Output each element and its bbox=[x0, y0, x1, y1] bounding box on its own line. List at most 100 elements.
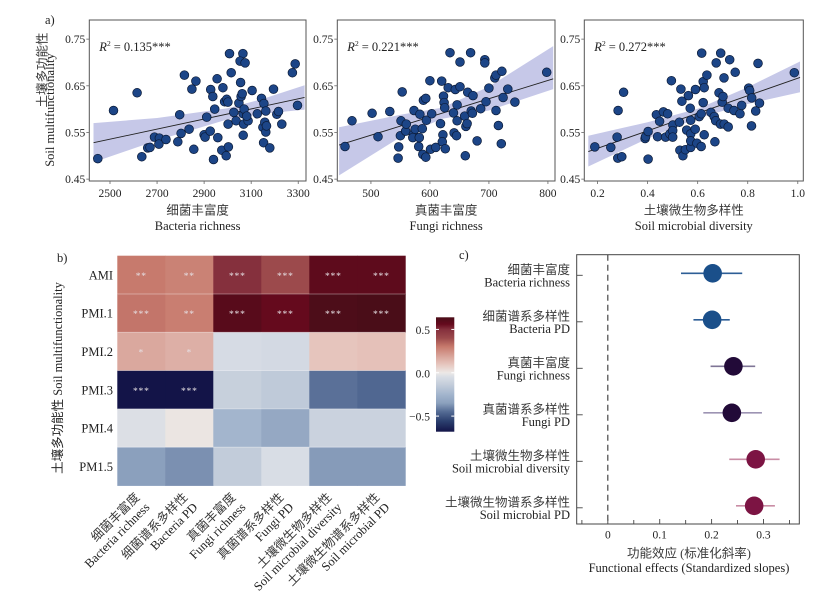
data-point bbox=[373, 131, 383, 142]
data-point bbox=[235, 77, 246, 88]
y-tick-label: 0.55 bbox=[560, 127, 580, 139]
effect-point bbox=[702, 310, 722, 330]
data-point bbox=[425, 75, 435, 86]
data-point bbox=[696, 141, 706, 152]
r-exponent: 2 bbox=[107, 39, 111, 48]
data-point bbox=[510, 97, 520, 107]
significance-label: *** bbox=[133, 310, 150, 320]
data-point bbox=[468, 90, 478, 101]
heatmap-cell bbox=[213, 447, 262, 486]
data-point bbox=[184, 124, 194, 134]
y-tick-label: 0.75 bbox=[560, 34, 580, 46]
heatmap-cell bbox=[357, 294, 406, 333]
significance-label: *** bbox=[229, 310, 246, 320]
data-point bbox=[662, 109, 673, 119]
x-axis-label: Fungi richness bbox=[410, 219, 483, 233]
data-point bbox=[201, 112, 212, 122]
heatmap-cell bbox=[309, 408, 358, 448]
data-point bbox=[221, 151, 231, 161]
panel-label-a: a) bbox=[45, 13, 55, 27]
data-point bbox=[401, 119, 412, 129]
heatmap-cell bbox=[165, 447, 214, 486]
data-point bbox=[698, 97, 708, 108]
data-point bbox=[421, 93, 431, 104]
data-point bbox=[696, 48, 707, 58]
data-point bbox=[209, 104, 220, 114]
data-point bbox=[736, 100, 747, 111]
y-axis-label: Soil multifunctionality bbox=[43, 52, 57, 166]
scatter-plot-bacteria-richness: 0.45 0.55 0.65 0.75 2500 2700 2900 3100 3300 细菌丰富… bbox=[65, 19, 310, 233]
heatmap-cell bbox=[309, 255, 358, 295]
plot-area bbox=[588, 48, 801, 167]
data-point bbox=[503, 84, 513, 94]
data-point bbox=[436, 76, 447, 86]
heatmap-cell bbox=[213, 408, 262, 448]
data-point bbox=[789, 67, 800, 78]
data-point bbox=[497, 66, 507, 77]
data-point bbox=[435, 118, 446, 129]
data-point bbox=[414, 132, 425, 143]
y-tick-label: 0.45 bbox=[65, 174, 85, 186]
row-label: PMI.3 bbox=[81, 383, 113, 397]
heatmap-cell bbox=[117, 447, 166, 486]
heatmap-cell bbox=[165, 408, 214, 448]
data-point bbox=[730, 67, 740, 78]
x-tick-label: 0.2 bbox=[704, 530, 719, 542]
data-point bbox=[711, 58, 721, 68]
x-axis-label-cn: 真菌丰富度 bbox=[415, 203, 478, 218]
row-label-cn: 土壤微生物多样性 bbox=[470, 448, 570, 463]
y-tick-label: 0.65 bbox=[313, 81, 333, 93]
data-point bbox=[179, 70, 190, 80]
data-point bbox=[643, 126, 653, 137]
data-point bbox=[187, 84, 197, 94]
heatmap-cell bbox=[117, 332, 166, 371]
data-point bbox=[746, 93, 757, 103]
data-point bbox=[229, 107, 239, 118]
data-point bbox=[417, 123, 428, 134]
r-squared-value: = 0.135*** bbox=[114, 40, 171, 54]
data-point bbox=[718, 91, 728, 102]
data-point bbox=[252, 109, 263, 119]
colorbar-tick-label: 0.5 bbox=[416, 325, 431, 337]
heatmap-cell bbox=[261, 447, 310, 486]
r-exponent: 2 bbox=[602, 39, 606, 48]
data-point bbox=[132, 88, 142, 98]
x-tick-label: 0.3 bbox=[756, 530, 771, 542]
data-point bbox=[108, 105, 119, 116]
heatmap-cell bbox=[117, 408, 166, 448]
row-label-cn: 细菌丰富度 bbox=[507, 262, 570, 277]
row-label: PMI.4 bbox=[81, 422, 113, 436]
data-point bbox=[676, 84, 686, 94]
data-point bbox=[475, 103, 486, 114]
data-point bbox=[460, 151, 471, 161]
heatmap-cell bbox=[309, 332, 358, 371]
data-point bbox=[690, 124, 700, 134]
data-point bbox=[176, 128, 186, 139]
effect-point bbox=[724, 357, 743, 376]
data-point bbox=[753, 58, 763, 69]
colorbar-tick-label: 0.0 bbox=[416, 368, 431, 380]
data-point bbox=[290, 59, 300, 69]
data-point bbox=[226, 67, 236, 78]
x-tick-label: 500 bbox=[362, 188, 380, 200]
significance-label: ** bbox=[136, 272, 147, 282]
x-tick-label: 600 bbox=[421, 188, 439, 200]
r-squared-value: = 0.272*** bbox=[609, 40, 666, 54]
data-point bbox=[690, 84, 701, 95]
heatmap-cell bbox=[165, 294, 214, 333]
x-axis-label-cn: 土壤微生物多样性 bbox=[644, 203, 744, 218]
r-symbol: R bbox=[593, 40, 602, 54]
data-point bbox=[268, 84, 279, 94]
data-point bbox=[385, 106, 395, 117]
r-exponent: 2 bbox=[355, 39, 359, 48]
data-point bbox=[261, 121, 272, 131]
row-label: PMI.1 bbox=[81, 307, 113, 321]
data-point bbox=[415, 109, 425, 120]
data-point bbox=[617, 151, 627, 162]
heatmap-cell bbox=[117, 294, 166, 333]
colorbar-tick-label: −0.5 bbox=[409, 412, 430, 424]
data-point bbox=[223, 119, 233, 129]
data-point bbox=[451, 130, 462, 141]
data-point bbox=[240, 58, 250, 68]
